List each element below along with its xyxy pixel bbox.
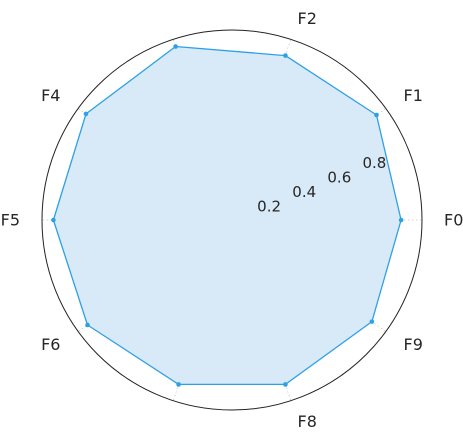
radial-tick-label: 0.8 — [363, 154, 387, 172]
series-layer — [51, 44, 404, 387]
data-point-f9 — [369, 319, 375, 324]
category-label-f0: F0 — [444, 211, 463, 230]
data-point-f2 — [283, 53, 288, 58]
data-point-f6 — [85, 322, 90, 328]
category-label-f1: F1 — [404, 86, 423, 105]
category-label-f4: F4 — [41, 86, 60, 105]
category-label-f8: F8 — [298, 412, 317, 431]
radial-tick-label: 0.6 — [327, 168, 351, 186]
polar-frame — [41, 29, 423, 411]
radial-tick-label: 0.4 — [292, 183, 316, 201]
data-point-f5 — [51, 217, 56, 223]
category-label-f9: F9 — [404, 335, 423, 354]
category-label-f2: F2 — [298, 9, 317, 28]
data-point-f0 — [398, 217, 404, 223]
data-point-f4 — [83, 111, 89, 117]
label-layer: 0.2 0.4 0.6 0.8 F0 F1 F2 F4 F5 F6 F8 F9 — [1, 9, 463, 431]
category-label-f5: F5 — [1, 211, 20, 230]
data-point-f7 — [176, 382, 181, 387]
data-point-f3 — [173, 44, 178, 49]
data-point-f8 — [283, 382, 288, 387]
series-area — [52, 45, 402, 386]
category-label-f6: F6 — [41, 335, 60, 354]
radial-tick-label: 0.2 — [257, 197, 281, 215]
data-point-f1 — [374, 112, 379, 118]
